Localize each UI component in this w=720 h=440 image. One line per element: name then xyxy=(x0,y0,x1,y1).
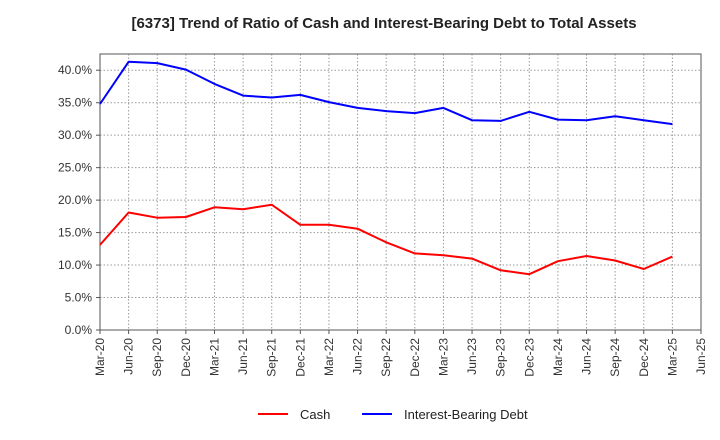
x-tick-label: Dec-23 xyxy=(522,338,536,377)
x-tick-label: Mar-21 xyxy=(207,338,221,376)
series-lines xyxy=(99,60,673,276)
y-tick-label: 5.0% xyxy=(65,291,93,305)
x-tick-label: Mar-23 xyxy=(436,338,450,376)
y-tick-label: 0.0% xyxy=(65,323,93,337)
plot-area-frame xyxy=(99,53,702,331)
x-tick-label: Sep-21 xyxy=(265,338,279,377)
y-tick-label: 30.0% xyxy=(58,128,92,142)
x-tick-label: Jun-21 xyxy=(236,338,250,375)
x-tick-label: Mar-25 xyxy=(665,338,679,376)
x-tick-label: Sep-22 xyxy=(379,338,393,377)
x-tick-label: Dec-21 xyxy=(293,338,307,377)
x-tick-label: Jun-20 xyxy=(122,338,136,375)
series-line-1 xyxy=(99,60,673,126)
y-tick-label: 25.0% xyxy=(58,161,92,175)
x-tick-label: Dec-22 xyxy=(408,338,422,377)
x-tick-label: Dec-24 xyxy=(637,338,651,377)
y-tick-label: 10.0% xyxy=(58,258,92,272)
x-axis: Mar-20 Jun-20 Sep-20 Dec-20 Mar-21 Jun-21 Sep-… xyxy=(93,330,708,377)
chart-title: [6373] Trend of Ratio of Cash and Intere… xyxy=(131,15,636,32)
x-tick-label: Jun-25 xyxy=(694,338,708,375)
x-tick-label: Mar-22 xyxy=(322,338,336,376)
x-tick-label: Dec-20 xyxy=(179,338,193,377)
legend-label-1: Interest-Bearing Debt xyxy=(404,407,528,422)
legend: Cash Interest-Bearing Debt xyxy=(258,407,528,422)
x-tick-label: Sep-23 xyxy=(494,338,508,377)
x-tick-label: Sep-24 xyxy=(608,338,622,377)
x-tick-label: Jun-24 xyxy=(580,338,594,375)
y-axis: 0.0% 5.0% 10.0% 15.0% 20.0% 25.0% 30.0% 35.0% 40… xyxy=(58,63,100,337)
y-tick-label: 40.0% xyxy=(58,63,92,77)
x-tick-label: Jun-22 xyxy=(351,338,365,375)
x-tick-label: Mar-20 xyxy=(93,338,107,376)
x-tick-label: Sep-20 xyxy=(150,338,164,377)
y-tick-label: 15.0% xyxy=(58,226,92,240)
x-tick-label: Jun-23 xyxy=(465,338,479,375)
grid xyxy=(99,54,702,331)
legend-label-0: Cash xyxy=(300,407,330,422)
series-line-0 xyxy=(99,203,673,276)
y-tick-label: 20.0% xyxy=(58,193,92,207)
y-tick-label: 35.0% xyxy=(58,96,92,110)
x-tick-label: Mar-24 xyxy=(551,338,565,376)
